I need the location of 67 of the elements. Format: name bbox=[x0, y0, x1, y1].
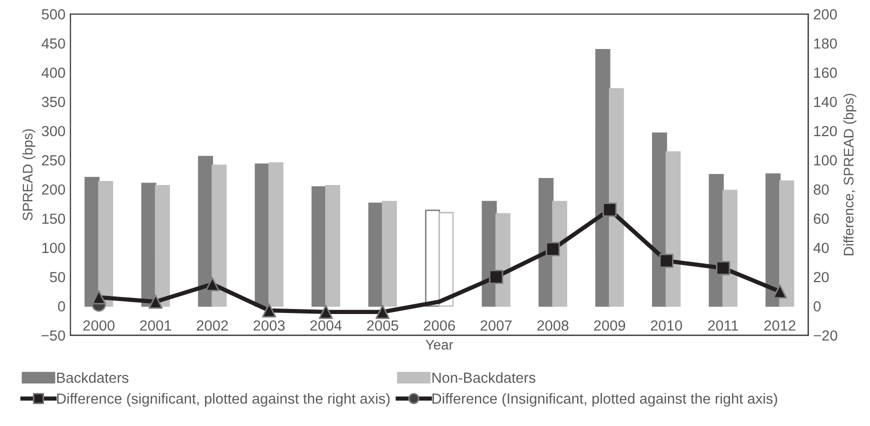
y2-tick-label: 140 bbox=[814, 96, 837, 108]
bar bbox=[325, 185, 340, 307]
y-tick-label: 0 bbox=[58, 301, 66, 312]
bar bbox=[154, 185, 170, 307]
bar bbox=[212, 164, 227, 307]
y2-tick-label: 120 bbox=[814, 126, 837, 136]
bar bbox=[608, 88, 624, 307]
x-tick-label: 2009 bbox=[594, 320, 626, 331]
y-tick-label: 400 bbox=[42, 68, 66, 78]
y-axis-title: SPREAD (bps) bbox=[22, 129, 36, 220]
x-tick-label: 2007 bbox=[480, 320, 512, 331]
y-tick-label: 450 bbox=[42, 38, 66, 49]
point bbox=[716, 261, 730, 276]
y-tick-label: 300 bbox=[42, 126, 66, 136]
x-axis-title: Year bbox=[426, 340, 454, 350]
y-tick-label: 200 bbox=[42, 184, 66, 195]
y-tick-label: 100 bbox=[42, 242, 66, 254]
bar bbox=[779, 180, 794, 307]
bar bbox=[722, 190, 738, 307]
bar bbox=[666, 151, 681, 307]
y-tick-label: 150 bbox=[42, 214, 66, 224]
x-tick-label: 2008 bbox=[537, 320, 568, 331]
y2-axis-title: Difference, SPREAD (bps) bbox=[843, 94, 856, 256]
y-tick-label: 350 bbox=[42, 96, 66, 108]
y2-tick-label: 80 bbox=[814, 184, 829, 195]
legend-label: Difference (significant, plotted against the right axis) bbox=[57, 393, 390, 407]
point bbox=[546, 242, 560, 256]
bar bbox=[495, 213, 510, 307]
point bbox=[318, 304, 333, 319]
bar bbox=[382, 200, 397, 307]
x-tick-label: 2000 bbox=[83, 320, 114, 331]
y2-tick-label: 100 bbox=[814, 155, 837, 166]
y2-tick-label: −20 bbox=[814, 330, 838, 341]
point bbox=[659, 254, 674, 268]
y2-tick-label: 200 bbox=[814, 9, 837, 20]
point bbox=[148, 294, 163, 309]
point bbox=[489, 270, 504, 284]
y2-tick-label: 20 bbox=[814, 272, 829, 282]
point bbox=[262, 303, 276, 318]
point bbox=[772, 284, 787, 299]
point bbox=[92, 290, 106, 304]
x-tick-label: 2010 bbox=[650, 320, 682, 331]
y2-tick-label: 160 bbox=[814, 68, 837, 78]
x-tick-label: 2011 bbox=[708, 320, 738, 331]
y-tick-label: 500 bbox=[42, 9, 66, 20]
legend-label: Non-Backdaters bbox=[432, 372, 536, 383]
legend-label: Difference (Insignificant, plotted against the right axis) bbox=[432, 393, 778, 407]
x-tick-label: 2012 bbox=[764, 320, 796, 331]
y-tick-label: 50 bbox=[50, 272, 66, 282]
y-tick-label: 250 bbox=[42, 155, 66, 166]
y-tick-label: −50 bbox=[42, 330, 66, 341]
y2-tick-label: 0 bbox=[814, 301, 821, 312]
x-tick-label: 2006 bbox=[424, 320, 455, 331]
x-tick-label: 2002 bbox=[196, 320, 228, 331]
x-tick-label: 2003 bbox=[254, 320, 285, 331]
bar bbox=[98, 180, 114, 307]
legend-label: Backdaters bbox=[57, 372, 128, 383]
y2-tick-label: 40 bbox=[813, 242, 829, 254]
y2-tick-label: 180 bbox=[814, 38, 837, 49]
y2-tick-label: 60 bbox=[814, 214, 829, 224]
point bbox=[376, 304, 390, 319]
point bbox=[602, 202, 617, 217]
bar bbox=[268, 162, 284, 307]
x-tick-label: 2001 bbox=[140, 320, 172, 331]
x-tick-label: 2004 bbox=[310, 320, 342, 331]
x-tick-label: 2005 bbox=[367, 320, 398, 331]
point bbox=[205, 277, 220, 292]
